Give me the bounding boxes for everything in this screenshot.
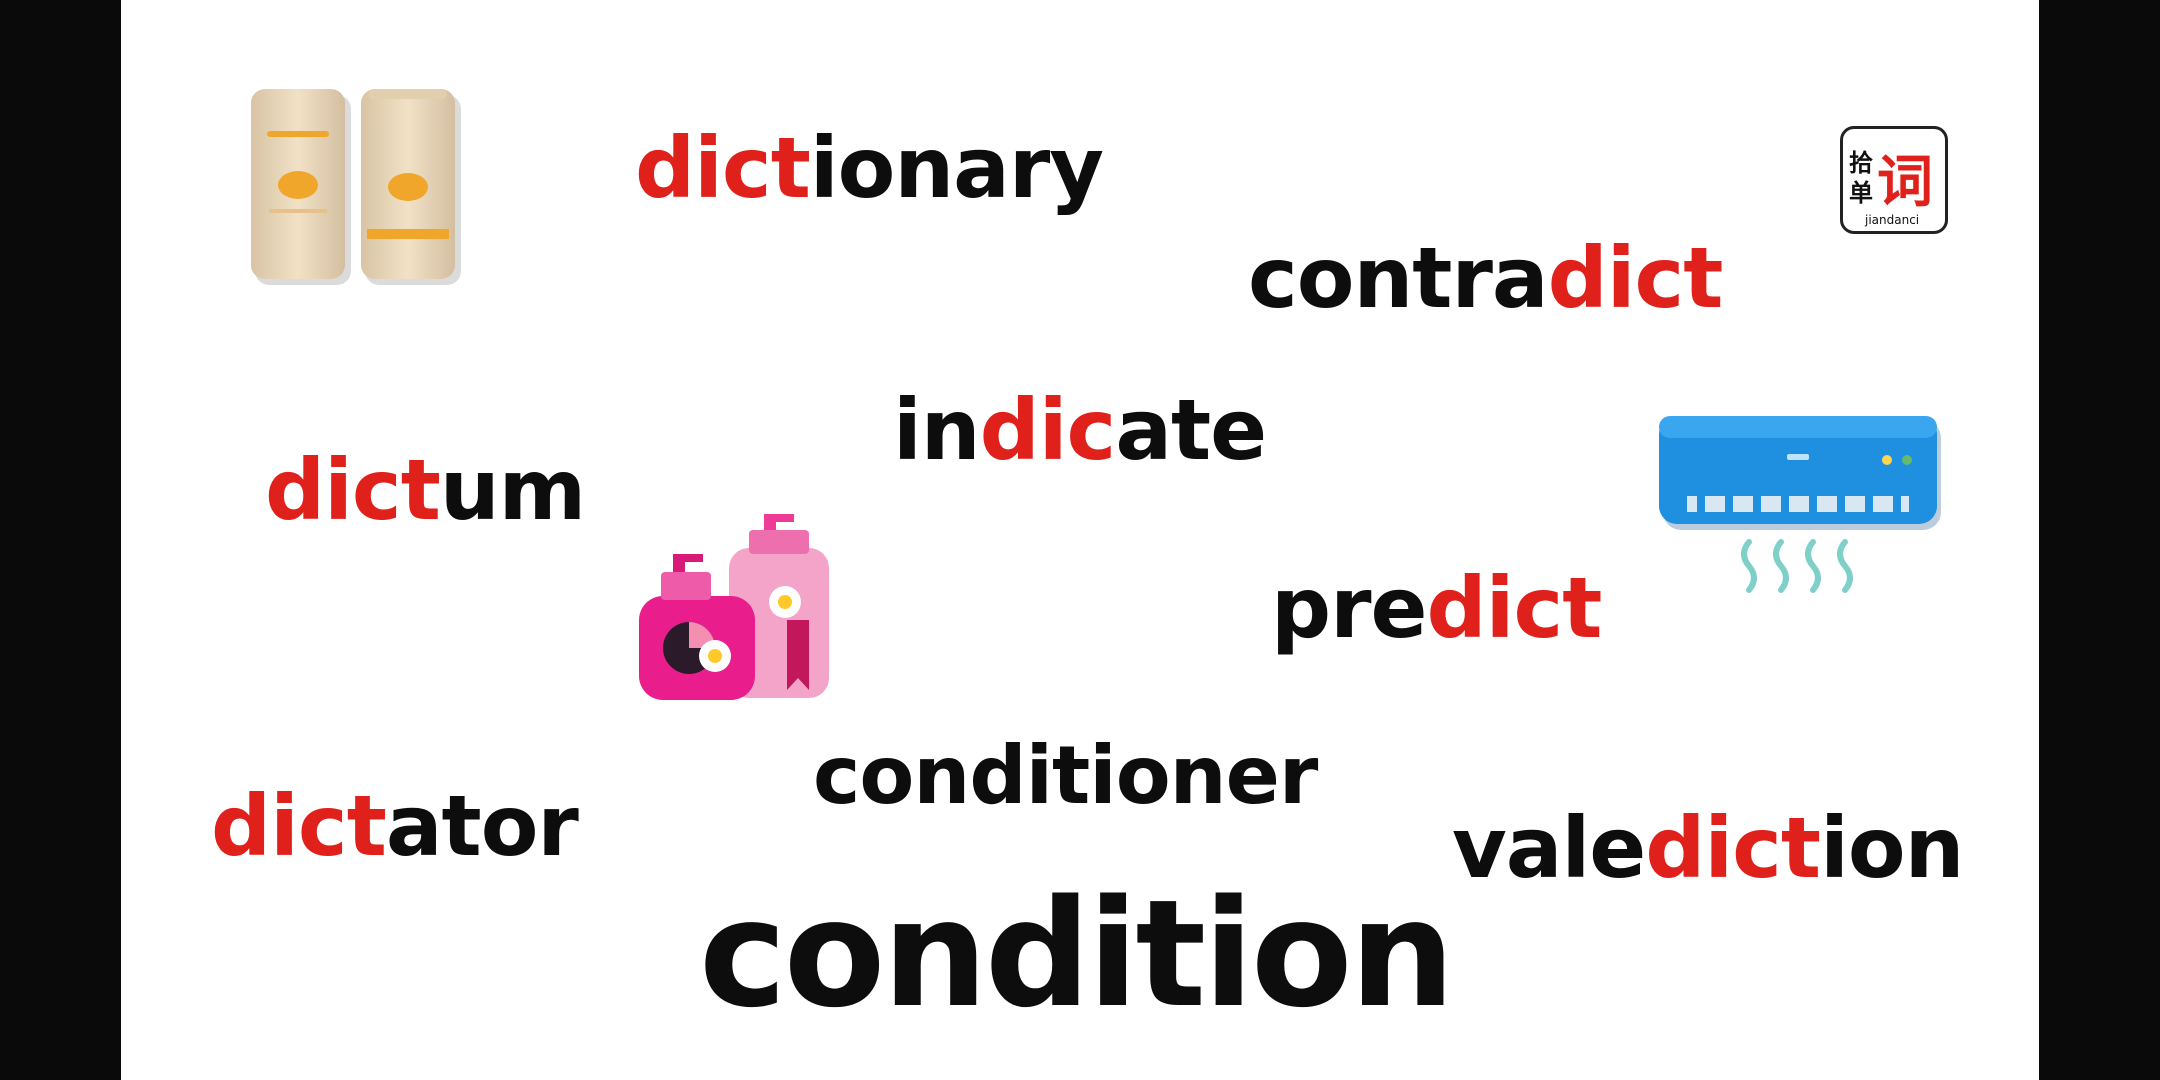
word-dictum: dictum [265, 448, 586, 532]
word-indicate-prefix: in [893, 381, 981, 479]
word-dictionary-suffix: ionary [809, 119, 1104, 217]
word-conditioner: conditioner [813, 736, 1318, 816]
word-predict-root: dict [1426, 559, 1603, 657]
jiandanci-logo: 拾 单 词 jiandanci [1840, 126, 1948, 234]
word-dictator-suffix: ator [385, 777, 579, 875]
word-valediction-suffix: ion [1820, 799, 1964, 897]
word-condition-text: condition [699, 868, 1455, 1040]
slide-canvas: dictionary 拾 单 词 jiandanci contradict in… [121, 0, 2039, 1080]
word-conditioner-text: conditioner [813, 729, 1318, 822]
word-dictator: dictator [211, 784, 579, 868]
logo-char-main: 词 [1877, 150, 1933, 215]
word-dictator-root: dict [211, 777, 387, 875]
word-dictionary-root: dict [635, 119, 811, 217]
shampoo-bottles-icon [639, 510, 849, 714]
word-valediction-root: dict [1645, 799, 1821, 897]
word-dictum-root: dict [265, 441, 441, 539]
word-valediction-prefix: vale [1452, 799, 1646, 897]
word-dictionary: dictionary [635, 126, 1104, 210]
word-dictum-suffix: um [439, 441, 586, 539]
word-condition: condition [699, 880, 1455, 1028]
logo-char-top: 拾 [1849, 149, 1873, 177]
air-conditioner-icon [1659, 412, 1949, 616]
word-contradict: contradict [1248, 236, 1723, 320]
word-indicate-root: dic [979, 381, 1117, 479]
word-predict: predict [1271, 566, 1602, 650]
word-contradict-root: dict [1547, 229, 1724, 327]
logo-char-bottom: 单 [1849, 179, 1873, 207]
word-valediction: valediction [1452, 806, 1964, 890]
word-predict-prefix: pre [1271, 559, 1428, 657]
word-contradict-prefix: contra [1248, 229, 1549, 327]
logo-caption: jiandanci [1865, 213, 1920, 227]
word-indicate-suffix: ate [1115, 381, 1267, 479]
sunscreen-bottles-icon [249, 85, 579, 299]
word-indicate: indicate [893, 388, 1267, 472]
